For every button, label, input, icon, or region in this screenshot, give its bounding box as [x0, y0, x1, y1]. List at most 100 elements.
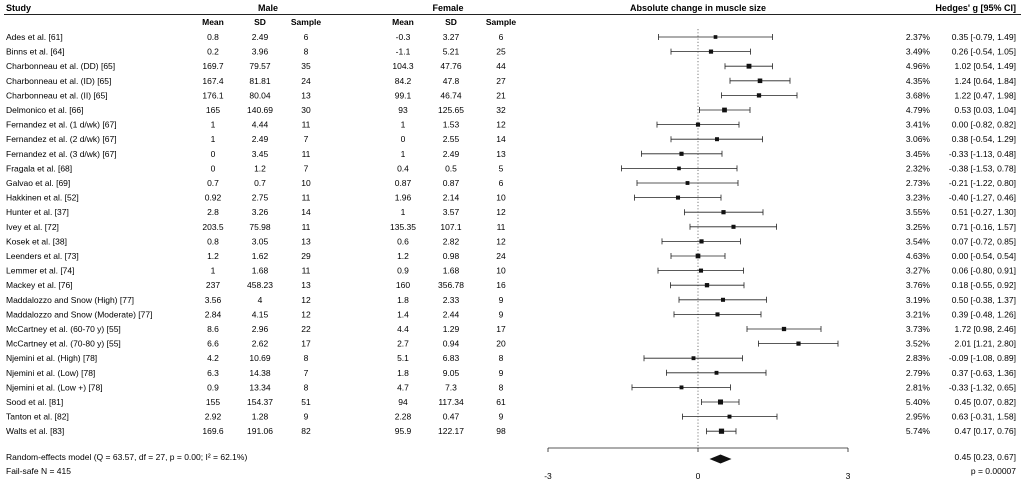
point-estimate — [695, 253, 701, 259]
female-mean-value: 94 — [398, 397, 408, 407]
study-effect-ci: 0.71 [-0.16, 1.57] — [952, 222, 1016, 232]
study-row: Njemini et al. (High) [78] 4.2 10.69 8 5.1 6.… — [6, 353, 1016, 363]
point-estimate — [717, 399, 724, 405]
study-name: Charbonneau et al. (ID) [65] — [6, 76, 111, 86]
female-sd-value: 0.87 — [443, 178, 460, 188]
study-weight: 5.74% — [906, 426, 931, 436]
female-sd-value: 5.21 — [443, 47, 460, 57]
male-sd-value: 2.62 — [252, 339, 269, 349]
study-row: Charbonneau et al. (ID) [65] 167.4 81.81 24… — [6, 76, 1016, 86]
male-sd-value: 3.96 — [252, 47, 269, 57]
female-sample-value: 11 — [497, 222, 506, 232]
study-weight: 3.54% — [906, 236, 931, 246]
study-name: Charbonneau et al. (II) [65] — [6, 90, 108, 100]
point-estimate — [699, 239, 704, 244]
female-sample-value: 25 — [496, 47, 506, 57]
male-mean-value: 0.92 — [205, 193, 222, 203]
study-row: Fernandez et al. (3 d/wk) [67] 0 3.45 11 1 2.… — [6, 149, 1016, 159]
male-mean-header: Mean — [202, 17, 224, 27]
study-effect-ci: 0.00 [-0.54, 0.54] — [952, 251, 1016, 261]
male-sd-value: 80.04 — [249, 90, 271, 100]
female-mean-value: 1 — [401, 207, 406, 217]
male-sd-value: 1.62 — [252, 251, 269, 261]
study-effect-ci: -0.40 [-1.27, 0.46] — [949, 193, 1016, 203]
male-sample-value: 11 — [302, 193, 311, 203]
study-row: Binns et al. [64] 0.2 3.96 8 -1.1 5.21 25 3.49%… — [6, 47, 1016, 57]
plot-marks — [621, 29, 839, 464]
study-name: Ades et al. [61] — [6, 32, 63, 42]
female-mean-value: 1.4 — [397, 309, 409, 319]
female-sample-value: 98 — [496, 426, 506, 436]
female-mean-value: 104.3 — [392, 61, 414, 71]
female-sample-value: 10 — [496, 193, 506, 203]
study-effect-ci: 0.07 [-0.72, 0.85] — [952, 236, 1016, 246]
male-sample-value: 14 — [301, 207, 311, 217]
female-sd-value: 0.5 — [445, 163, 457, 173]
male-sd-value: 191.06 — [247, 426, 273, 436]
male-mean-value: 2.84 — [205, 309, 222, 319]
male-mean-value: 1 — [211, 120, 216, 130]
female-sample-value: 16 — [496, 280, 506, 290]
male-sample-value: 82 — [301, 426, 311, 436]
female-mean-value: 0.6 — [397, 236, 409, 246]
study-name: Hunter et al. [37] — [6, 207, 69, 217]
point-estimate — [796, 341, 801, 346]
female-sd-value: 7.3 — [445, 382, 457, 392]
female-sample-value: 5 — [499, 163, 504, 173]
point-estimate — [714, 370, 719, 375]
point-estimate — [781, 326, 787, 332]
point-estimate — [698, 268, 704, 273]
female-mean-header: Mean — [392, 17, 414, 27]
female-mean-value: 1.2 — [397, 251, 409, 261]
study-effect-ci: 0.53 [0.03, 1.04] — [955, 105, 1016, 115]
study-row: Hakkinen et al. [52] 0.92 2.75 11 1.96 2.14 10… — [6, 193, 1016, 203]
study-row: Lemmer et al. [74] 1 1.68 11 0.9 1.68 10 3.27% 0… — [6, 266, 1016, 276]
female-mean-value: 0.4 — [397, 163, 409, 173]
male-sd-value: 4.44 — [252, 120, 269, 130]
male-sd-value: 4.15 — [252, 309, 269, 319]
study-name: Fernandez et al. (1 d/wk) [67] — [6, 120, 117, 130]
study-effect-ci: 0.00 [-0.82, 0.82] — [952, 120, 1016, 130]
summary-diamond — [709, 454, 732, 464]
female-mean-value: 1.96 — [395, 193, 412, 203]
female-sd-value: 1.29 — [443, 324, 460, 334]
female-mean-value: 99.1 — [395, 90, 412, 100]
female-sample-value: 8 — [499, 382, 504, 392]
study-weight: 4.96% — [906, 61, 931, 71]
male-sample-value: 24 — [301, 76, 311, 86]
female-sd-value: 6.83 — [443, 353, 460, 363]
study-name: Fernandez et al. (2 d/wk) [67] — [6, 134, 117, 144]
point-estimate — [718, 428, 725, 434]
study-effect-ci: -0.21 [-1.22, 0.80] — [949, 178, 1016, 188]
study-row: Njemini et al. (Low +) [78] 0.9 13.34 8 4.7 7… — [6, 382, 1016, 392]
female-mean-value: 2.7 — [397, 339, 409, 349]
female-sd-value: 1.53 — [443, 120, 460, 130]
female-mean-value: 0.87 — [395, 178, 412, 188]
male-sd-value: 13.34 — [249, 382, 271, 392]
point-estimate — [675, 195, 681, 200]
study-row: Hunter et al. [37] 2.8 3.26 14 1 3.57 12 3.55% 0… — [6, 207, 1016, 217]
female-sample-value: 6 — [499, 32, 504, 42]
female-sample-value: 12 — [496, 120, 506, 130]
study-name: Maddalozzo and Snow (High) [77] — [6, 295, 134, 305]
x-tick-label: 3 — [846, 471, 851, 481]
study-effect-ci: 0.18 [-0.55, 0.92] — [952, 280, 1016, 290]
male-sample-value: 13 — [301, 90, 311, 100]
study-weight: 2.83% — [906, 353, 931, 363]
female-mean-value: 160 — [396, 280, 410, 290]
study-row: Ivey et al. [72] 203.5 75.98 11 135.35 107.1 1… — [6, 222, 1016, 232]
female-sample-value: 6 — [499, 178, 504, 188]
male-sd-value: 79.57 — [249, 61, 271, 71]
male-sd-value: 1.2 — [254, 163, 266, 173]
study-name: Walts et al. [83] — [6, 426, 64, 436]
female-sample-value: 9 — [499, 412, 504, 422]
female-sample-value: 9 — [499, 368, 504, 378]
male-sample-value: 8 — [304, 47, 309, 57]
male-sample-value: 10 — [301, 178, 311, 188]
study-row: Sood et al. [81] 155 154.37 51 94 117.34 61 5.4… — [6, 397, 1016, 407]
point-estimate — [677, 166, 681, 171]
female-sd-value: 0.94 — [443, 339, 460, 349]
study-name: Mackey et al. [76] — [6, 280, 73, 290]
point-estimate — [727, 414, 732, 419]
study-row: McCartney et al. (60-70 y) [55] 8.6 2.96 22… — [6, 324, 1016, 334]
